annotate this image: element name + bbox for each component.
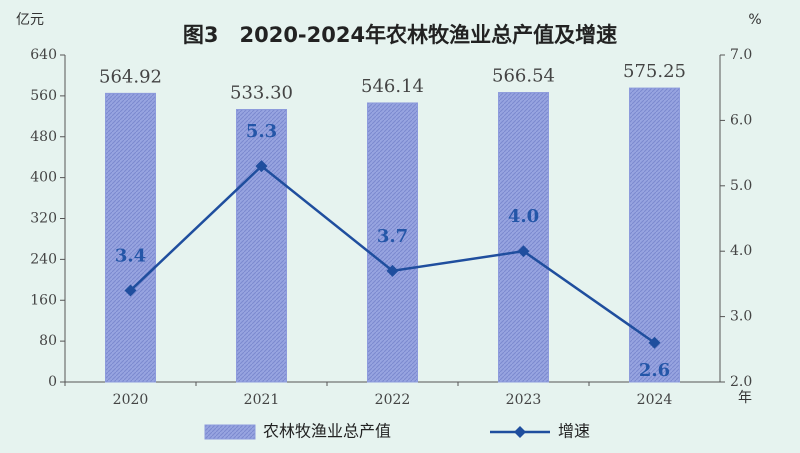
bar-value-label: 564.92 [99,66,162,87]
y-tick-label: 0 [48,374,57,390]
x-tick-label: 2024 [637,392,673,408]
bar-value-label: 575.25 [623,61,686,82]
y2-tick-label: 4.0 [730,243,752,259]
line-marker [386,264,399,277]
y2-tick-label: 3.0 [730,309,752,325]
y-tick-label: 80 [39,333,57,349]
bar [367,102,418,383]
bar-value-label: 546.14 [361,76,424,97]
legend-label: 农林牧渔业总产值 [263,422,391,441]
x-tick-label: 2023 [506,392,542,408]
line-value-label: 5.3 [246,121,277,142]
x-tick-label: 2021 [244,392,280,408]
legend-label: 增速 [558,422,590,441]
bar [629,87,680,383]
line-value-label: 4.0 [508,206,539,227]
y2-tick-label: 5.0 [730,178,752,194]
y-tick-label: 240 [30,251,57,267]
chart-title: 图3 2020-2024年农林牧渔业总产值及增速 [183,23,617,47]
y-tick-label: 640 [30,47,57,63]
line-marker [517,245,530,258]
y-tick-label: 560 [30,88,57,104]
y-tick-label: 320 [30,211,57,227]
x-tick-label: 2022 [375,392,411,408]
y-axis-label: 亿元 [16,12,44,28]
y2-tick-label: 6.0 [730,112,752,128]
y2-axis-label: % [748,12,761,28]
line-marker [124,284,137,297]
y-tick-label: 160 [30,292,57,308]
x-tick-label: 2020 [113,392,149,408]
bar-value-label: 566.54 [492,66,555,87]
bar [105,92,156,383]
line-marker [255,160,268,173]
bar [236,109,287,383]
line-marker [648,336,661,349]
line-value-label: 3.4 [115,245,146,266]
line-value-label: 3.7 [377,226,408,247]
y-tick-label: 480 [30,129,57,145]
legend-swatch [204,424,256,440]
legend-marker [514,426,526,438]
y2-tick-label: 7.0 [730,47,752,63]
bar [498,92,549,383]
y-tick-label: 400 [30,170,57,186]
bar-value-label: 533.30 [230,83,293,104]
x-axis-label: 年 [738,390,752,406]
line-value-label: 2.6 [639,360,670,381]
y2-tick-label: 2.0 [730,374,752,390]
